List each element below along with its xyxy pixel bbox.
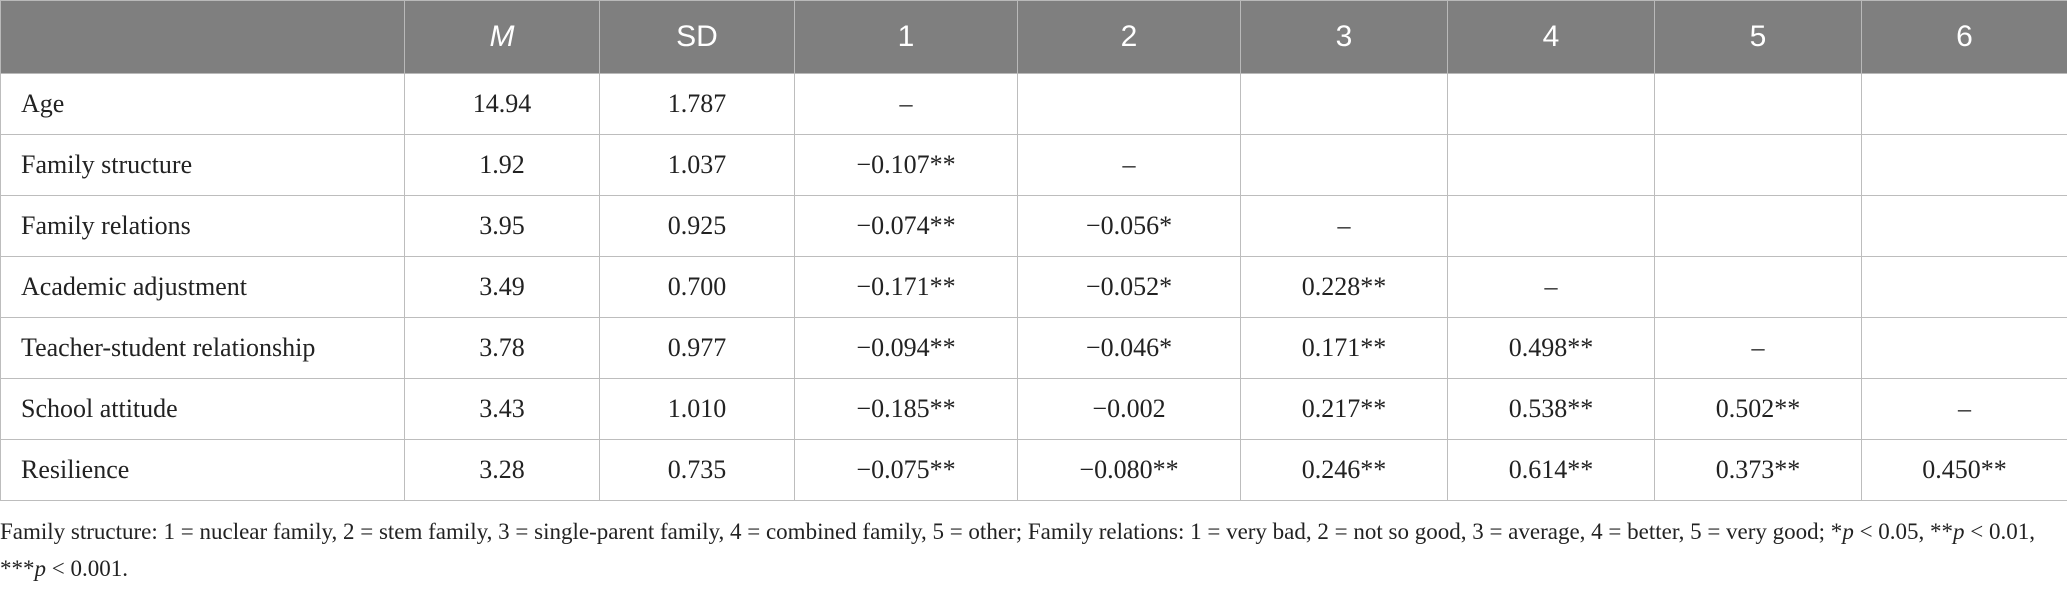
- cell-4: [1447, 134, 1655, 196]
- footnote-text-4: < 0.001.: [46, 556, 128, 581]
- cell-mean: 3.49: [404, 256, 600, 318]
- row-label: Academic adjustment: [0, 256, 405, 318]
- footnote-p-2: p: [1953, 519, 1965, 544]
- cell-3: [1240, 73, 1448, 135]
- cell-4: 0.498**: [1447, 317, 1655, 379]
- footnote-text-1: Family structure: 1 = nuclear family, 2 …: [0, 519, 1843, 544]
- cell-sd: 0.977: [599, 317, 795, 379]
- cell-5: [1654, 256, 1862, 318]
- cell-4: [1447, 73, 1655, 135]
- cell-mean: 3.28: [404, 439, 600, 501]
- row-label: School attitude: [0, 378, 405, 440]
- cell-5: [1654, 195, 1862, 257]
- cell-3: –: [1240, 195, 1448, 257]
- footnote-text-3: < 0.01, ***: [0, 519, 2036, 581]
- cell-mean: 3.95: [404, 195, 600, 257]
- table-row: Academic adjustment 3.49 0.700 −0.171** …: [0, 256, 2067, 318]
- cell-sd: 0.700: [599, 256, 795, 318]
- cell-3: 0.246**: [1240, 439, 1448, 501]
- cell-sd: 1.037: [599, 134, 795, 196]
- table-row: Family relations 3.95 0.925 −0.074** −0.…: [0, 195, 2067, 257]
- header-col-5: 5: [1654, 0, 1862, 74]
- cell-1: −0.094**: [794, 317, 1018, 379]
- cell-3: 0.228**: [1240, 256, 1448, 318]
- cell-2: −0.080**: [1017, 439, 1241, 501]
- cell-sd: 0.735: [599, 439, 795, 501]
- cell-4: 0.538**: [1447, 378, 1655, 440]
- table-row: Resilience 3.28 0.735 −0.075** −0.080** …: [0, 439, 2067, 501]
- cell-5: 0.502**: [1654, 378, 1862, 440]
- cell-sd: 0.925: [599, 195, 795, 257]
- table-row: Family structure 1.92 1.037 −0.107** –: [0, 134, 2067, 196]
- header-variable: [0, 0, 405, 74]
- cell-2: −0.002: [1017, 378, 1241, 440]
- cell-1: −0.171**: [794, 256, 1018, 318]
- cell-2: −0.056*: [1017, 195, 1241, 257]
- cell-6: [1861, 134, 2067, 196]
- table-row: School attitude 3.43 1.010 −0.185** −0.0…: [0, 378, 2067, 440]
- cell-4: –: [1447, 256, 1655, 318]
- cell-1: −0.075**: [794, 439, 1018, 501]
- cell-5: –: [1654, 317, 1862, 379]
- cell-3: 0.217**: [1240, 378, 1448, 440]
- row-label: Family relations: [0, 195, 405, 257]
- table-row: Age 14.94 1.787 –: [0, 73, 2067, 135]
- header-col-3: 3: [1240, 0, 1448, 74]
- header-col-1: 1: [794, 0, 1018, 74]
- cell-3: [1240, 134, 1448, 196]
- cell-2: −0.052*: [1017, 256, 1241, 318]
- footnote-text-2: < 0.05, **: [1853, 519, 1954, 544]
- correlation-table: M SD 1 2 3 4 5 6 Age 14.94 1.787 –: [0, 0, 2067, 501]
- cell-6: [1861, 256, 2067, 318]
- cell-5: [1654, 73, 1862, 135]
- table-footnote: Family structure: 1 = nuclear family, 2 …: [0, 513, 2067, 587]
- header-row: M SD 1 2 3 4 5 6: [0, 0, 2067, 74]
- cell-sd: 1.010: [599, 378, 795, 440]
- row-label: Age: [0, 73, 405, 135]
- cell-sd: 1.787: [599, 73, 795, 135]
- cell-5: 0.373**: [1654, 439, 1862, 501]
- cell-2: −0.046*: [1017, 317, 1241, 379]
- cell-1: −0.185**: [794, 378, 1018, 440]
- cell-1: −0.074**: [794, 195, 1018, 257]
- cell-2: –: [1017, 134, 1241, 196]
- table-row: Teacher-student relationship 3.78 0.977 …: [0, 317, 2067, 379]
- cell-6: 0.450**: [1861, 439, 2067, 501]
- cell-mean: 1.92: [404, 134, 600, 196]
- header-col-4: 4: [1447, 0, 1655, 74]
- footnote-p-3: p: [34, 556, 47, 581]
- cell-2: [1017, 73, 1241, 135]
- header-mean: M: [404, 0, 600, 74]
- row-label: Family structure: [0, 134, 405, 196]
- cell-6: [1861, 317, 2067, 379]
- header-col-6: 6: [1861, 0, 2067, 74]
- header-sd: SD: [599, 0, 795, 74]
- footnote-p-1: p: [1842, 519, 1854, 544]
- cell-mean: 14.94: [404, 73, 600, 135]
- cell-6: [1861, 195, 2067, 257]
- cell-1: –: [794, 73, 1018, 135]
- cell-4: 0.614**: [1447, 439, 1655, 501]
- cell-6: [1861, 73, 2067, 135]
- cell-mean: 3.43: [404, 378, 600, 440]
- cell-6: –: [1861, 378, 2067, 440]
- cell-1: −0.107**: [794, 134, 1018, 196]
- cell-4: [1447, 195, 1655, 257]
- header-col-2: 2: [1017, 0, 1241, 74]
- cell-5: [1654, 134, 1862, 196]
- row-label: Teacher-student relationship: [0, 317, 405, 379]
- row-label: Resilience: [0, 439, 405, 501]
- cell-3: 0.171**: [1240, 317, 1448, 379]
- cell-mean: 3.78: [404, 317, 600, 379]
